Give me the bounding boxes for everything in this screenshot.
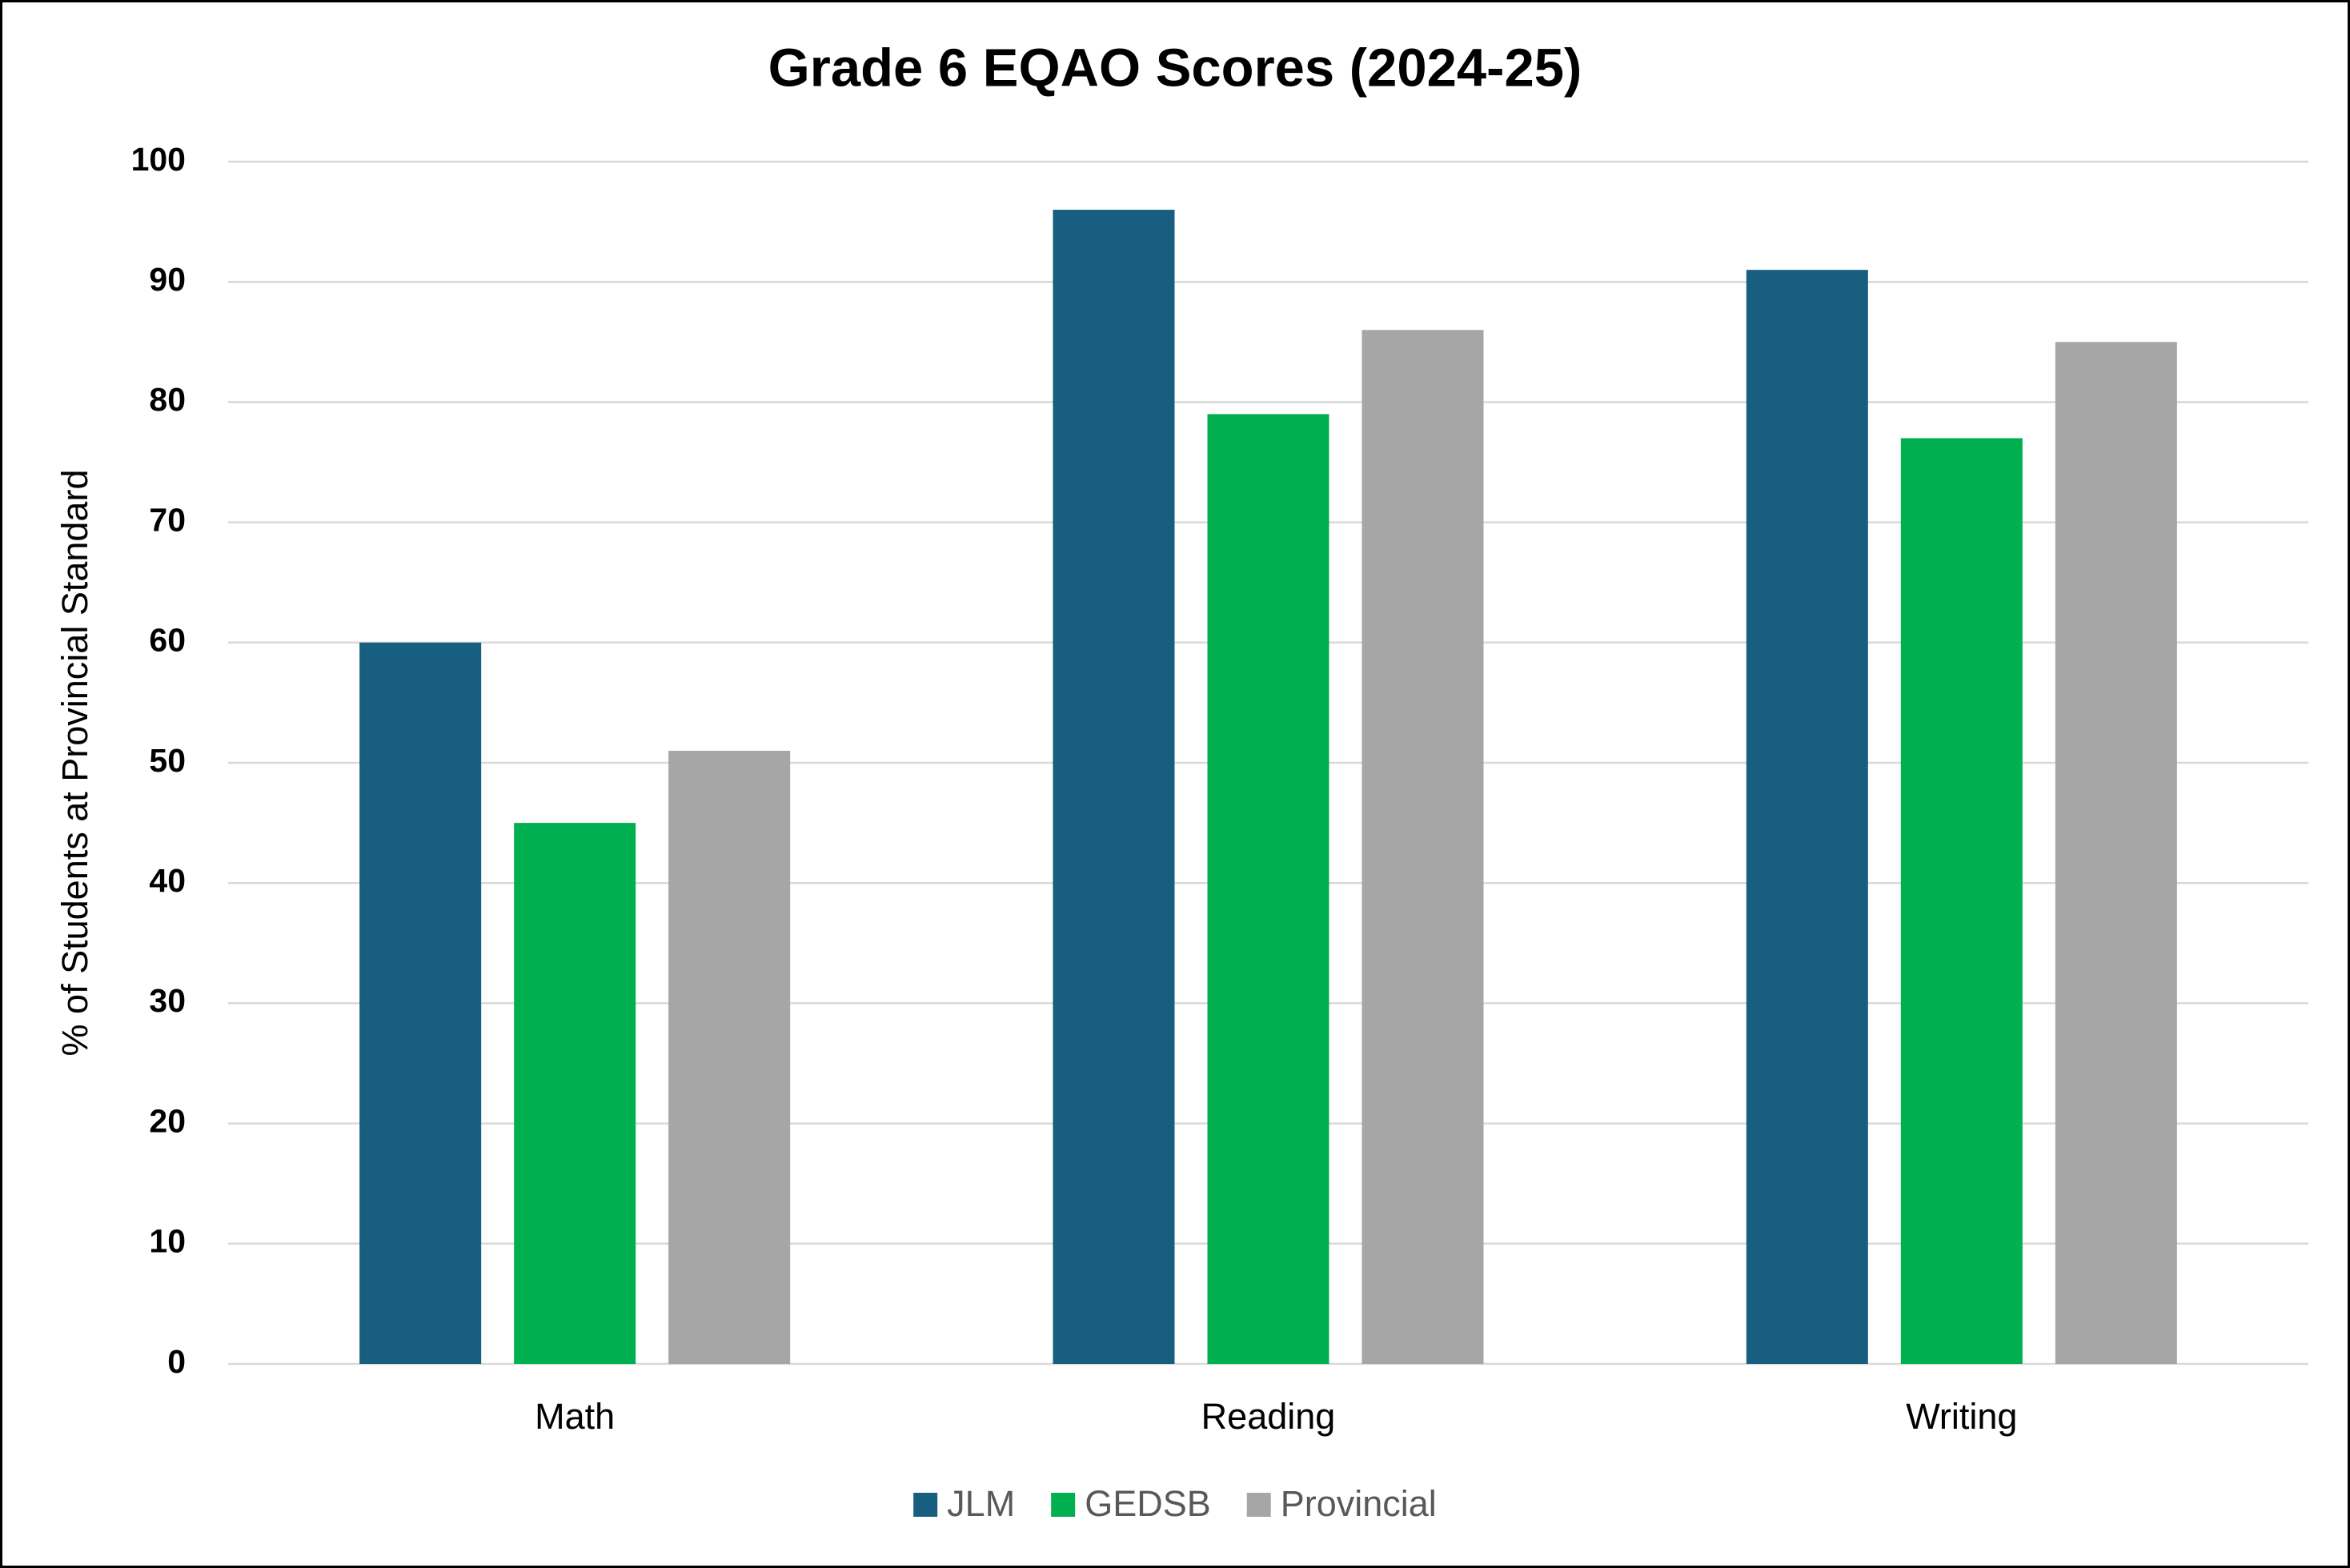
x-tick-label: Math [535,1396,615,1437]
legend-label: JLM [947,1483,1015,1524]
legend-label: Provincial [1281,1483,1437,1524]
bar [2055,342,2177,1364]
y-tick-label: 10 [149,1223,186,1260]
y-tick-label: 40 [149,862,186,899]
y-axis-label: % of Students at Provincial Standard [54,470,95,1057]
y-tick-label: 30 [149,982,186,1019]
x-tick-label: Reading [1201,1396,1336,1437]
y-tick-label: 0 [167,1343,186,1380]
y-tick-label: 90 [149,261,186,298]
bar [1207,414,1329,1365]
y-tick-label: 80 [149,381,186,418]
y-tick-label: 100 [131,141,186,178]
bar [1746,270,1868,1365]
bar [1900,438,2023,1365]
bar [1361,330,1484,1364]
y-tick-label: 60 [149,622,186,659]
x-tick-label: Writing [1906,1396,2017,1437]
bar [668,750,791,1364]
y-tick-label: 70 [149,501,186,538]
legend-swatch [1246,1493,1271,1517]
legend-swatch [913,1493,938,1517]
bar [359,642,482,1364]
bar [514,823,636,1364]
legend-swatch [1051,1493,1076,1517]
chart-title: Grade 6 EQAO Scores (2024-25) [768,38,1582,98]
y-tick-label: 50 [149,742,186,779]
y-tick-label: 20 [149,1102,186,1139]
legend-label: GEDSB [1085,1483,1211,1524]
bar [1053,210,1175,1365]
